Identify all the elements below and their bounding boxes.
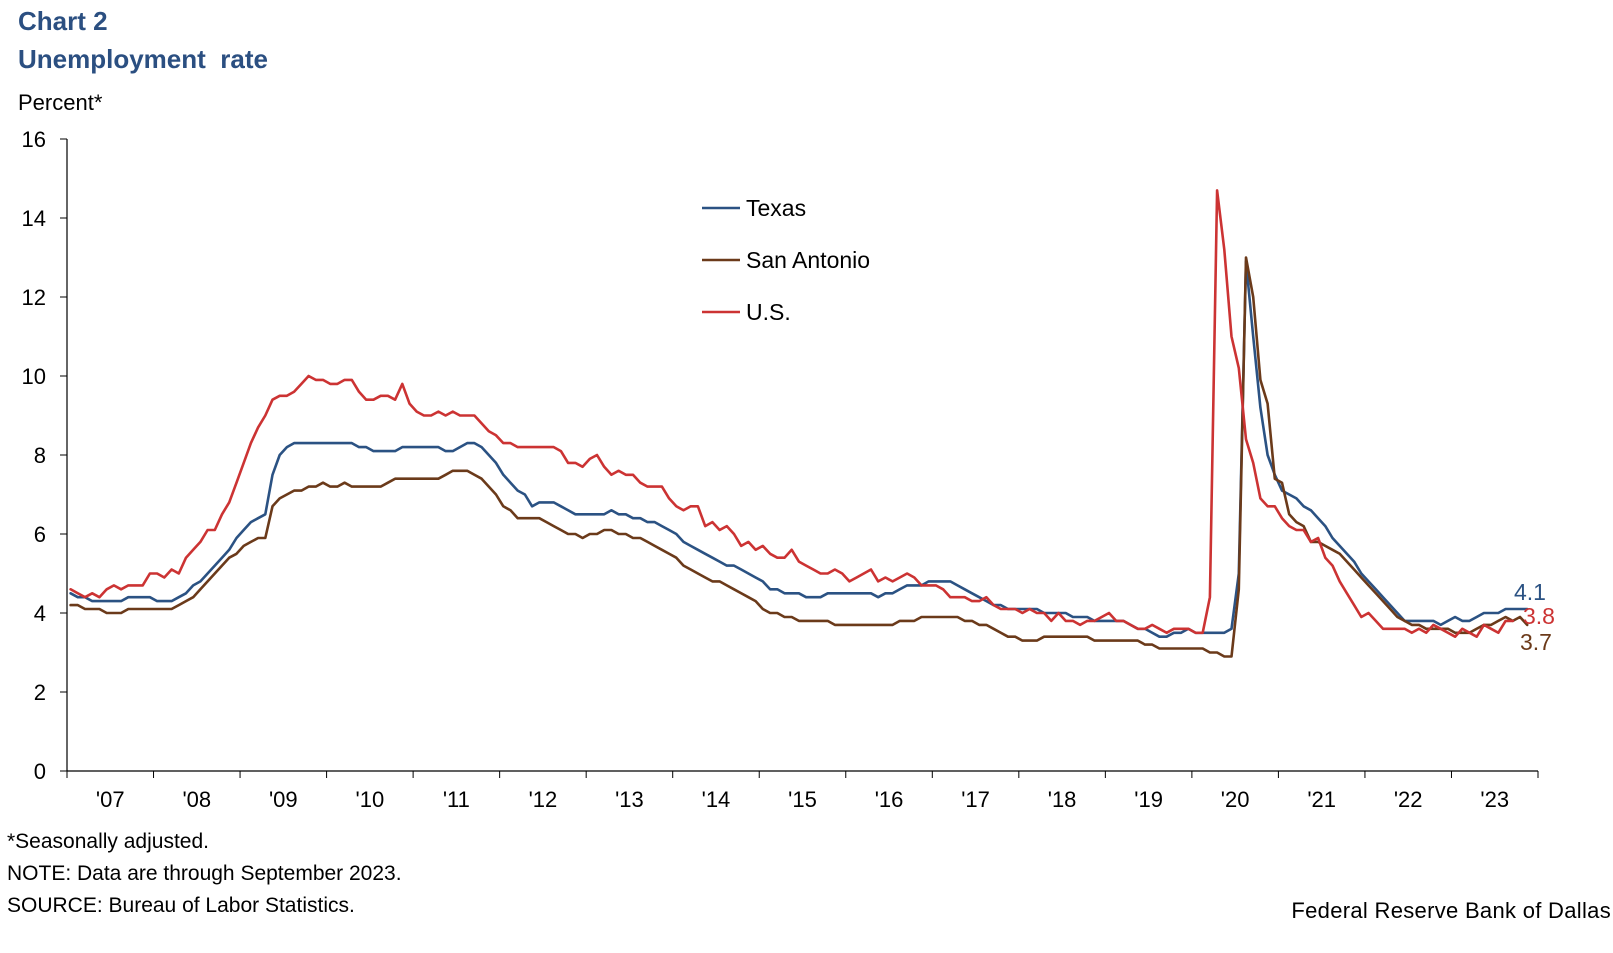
x-tick-label: '18 bbox=[1048, 787, 1077, 812]
chart-number: Chart 2 bbox=[18, 6, 108, 36]
legend-label: Texas bbox=[746, 195, 806, 221]
y-axis-label: Percent* bbox=[18, 90, 103, 115]
footnote-source: SOURCE: Bureau of Labor Statistics. bbox=[7, 894, 355, 917]
legend-label: San Antonio bbox=[746, 247, 870, 273]
credit-text: Federal Reserve Bank of Dallas bbox=[1291, 898, 1611, 923]
series-line-u-s bbox=[69, 189, 1515, 639]
x-tick-label: '10 bbox=[356, 787, 385, 812]
end-label: 3.8 bbox=[1523, 603, 1555, 629]
footnote-note: NOTE: Data are through September 2023. bbox=[7, 862, 402, 885]
y-tick-label: 0 bbox=[34, 759, 46, 784]
series-line-texas bbox=[69, 260, 1529, 639]
end-label: 3.7 bbox=[1520, 629, 1552, 655]
end-label: 4.1 bbox=[1514, 579, 1546, 605]
x-tick-label: '19 bbox=[1134, 787, 1163, 812]
x-tick-label: '22 bbox=[1394, 787, 1423, 812]
x-tick-label: '07 bbox=[96, 787, 125, 812]
x-tick-label: '13 bbox=[615, 787, 644, 812]
y-tick-label: 6 bbox=[34, 522, 46, 547]
x-tick-label: '21 bbox=[1307, 787, 1336, 812]
x-tick-label: '17 bbox=[961, 787, 990, 812]
chart-title: Unemployment rate bbox=[18, 44, 268, 74]
x-tick-label: '11 bbox=[443, 787, 470, 812]
x-tick-label: '20 bbox=[1221, 787, 1250, 812]
y-tick-label: 10 bbox=[22, 364, 46, 389]
y-tick-label: 4 bbox=[34, 601, 46, 626]
x-tick-label: '16 bbox=[875, 787, 904, 812]
footnote-seasonal: *Seasonally adjusted. bbox=[7, 830, 209, 853]
legend-label: U.S. bbox=[746, 299, 791, 325]
y-tick-label: 14 bbox=[22, 206, 46, 231]
x-tick-label: '09 bbox=[269, 787, 298, 812]
x-tick-label: '15 bbox=[788, 787, 817, 812]
x-tick-label: '08 bbox=[182, 787, 211, 812]
x-tick-label: '12 bbox=[529, 787, 558, 812]
x-tick-label: '14 bbox=[702, 787, 731, 812]
y-tick-label: 8 bbox=[34, 443, 46, 468]
y-tick-label: 16 bbox=[22, 127, 46, 152]
y-tick-label: 12 bbox=[22, 285, 46, 310]
y-tick-label: 2 bbox=[34, 680, 46, 705]
series-line-san-antonio bbox=[69, 256, 1529, 658]
x-tick-label: '23 bbox=[1480, 787, 1509, 812]
